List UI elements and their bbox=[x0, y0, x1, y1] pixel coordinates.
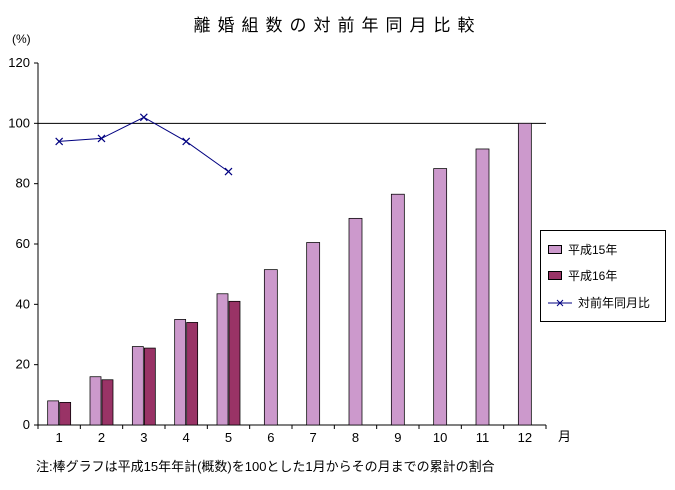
x-tick-label: 4 bbox=[183, 430, 190, 445]
legend-item-heisei15: 平成15年 bbox=[548, 241, 658, 258]
bar-heisei16 bbox=[143, 347, 156, 426]
x-tick-label: 8 bbox=[352, 430, 359, 445]
x-marker-icon bbox=[182, 137, 191, 146]
bar-heisei15 bbox=[348, 217, 363, 426]
bar-heisei15 bbox=[263, 269, 278, 426]
bar-heisei16 bbox=[101, 379, 114, 426]
y-tick-label: 40 bbox=[16, 296, 30, 311]
y-tick-label: 80 bbox=[16, 176, 30, 191]
x-marker-icon bbox=[55, 137, 64, 146]
bar-heisei16 bbox=[186, 322, 199, 426]
legend-item-heisei16: 平成16年 bbox=[548, 267, 658, 284]
legend: 平成15年 平成16年 対前年同月比 bbox=[540, 230, 666, 322]
bar-heisei15 bbox=[131, 346, 144, 426]
bar-heisei15 bbox=[475, 148, 490, 426]
bar-heisei15 bbox=[390, 193, 405, 426]
x-tick-label: 2 bbox=[98, 430, 105, 445]
x-marker-icon bbox=[224, 167, 233, 176]
legend-label-heisei16: 平成16年 bbox=[568, 269, 618, 284]
bar-heisei15 bbox=[433, 168, 448, 426]
legend-label-yoy: 対前年同月比 bbox=[578, 296, 651, 311]
y-tick-label: 60 bbox=[16, 236, 30, 251]
legend-swatch-heisei15 bbox=[548, 244, 562, 254]
x-tick-label: 6 bbox=[267, 430, 274, 445]
legend-swatch-heisei16 bbox=[548, 271, 562, 281]
bar-heisei15 bbox=[89, 376, 102, 426]
y-tick-label: 100 bbox=[8, 115, 30, 130]
x-axis-unit-label: 月 bbox=[558, 429, 571, 444]
legend-item-yoy-line: 対前年同月比 bbox=[548, 294, 658, 311]
x-marker-icon bbox=[97, 134, 106, 143]
x-tick-label: 11 bbox=[476, 430, 490, 445]
x-tick-label: 12 bbox=[518, 430, 532, 445]
bar-heisei15 bbox=[47, 400, 60, 426]
x-tick-label: 10 bbox=[433, 430, 447, 445]
bar-heisei15 bbox=[174, 319, 187, 426]
bar-heisei16 bbox=[59, 402, 72, 426]
bar-heisei16 bbox=[228, 300, 241, 426]
legend-line-marker-icon bbox=[548, 299, 572, 306]
x-tick-label: 3 bbox=[140, 430, 147, 445]
x-tick-label: 7 bbox=[310, 430, 317, 445]
x-tick-label: 1 bbox=[56, 430, 63, 445]
x-marker-icon bbox=[139, 113, 148, 122]
bar-heisei15 bbox=[216, 293, 229, 426]
y-tick-label: 20 bbox=[16, 357, 30, 372]
y-tick-label: 120 bbox=[8, 55, 30, 70]
x-tick-label: 5 bbox=[225, 430, 232, 445]
y-tick-label: 0 bbox=[23, 417, 30, 432]
legend-label-heisei15: 平成15年 bbox=[568, 242, 618, 257]
bar-heisei15 bbox=[517, 122, 532, 426]
x-tick-label: 9 bbox=[394, 430, 401, 445]
footnote: 注:棒グラフは平成15年年計(概数)を100とした1月からその月までの累計の割合 bbox=[36, 459, 495, 474]
chart-title: 離婚組数の対前年同月比較 bbox=[193, 16, 482, 35]
y-axis-unit-label: (%) bbox=[12, 32, 31, 46]
yoy-line bbox=[59, 116, 229, 173]
bar-heisei15 bbox=[306, 242, 321, 426]
